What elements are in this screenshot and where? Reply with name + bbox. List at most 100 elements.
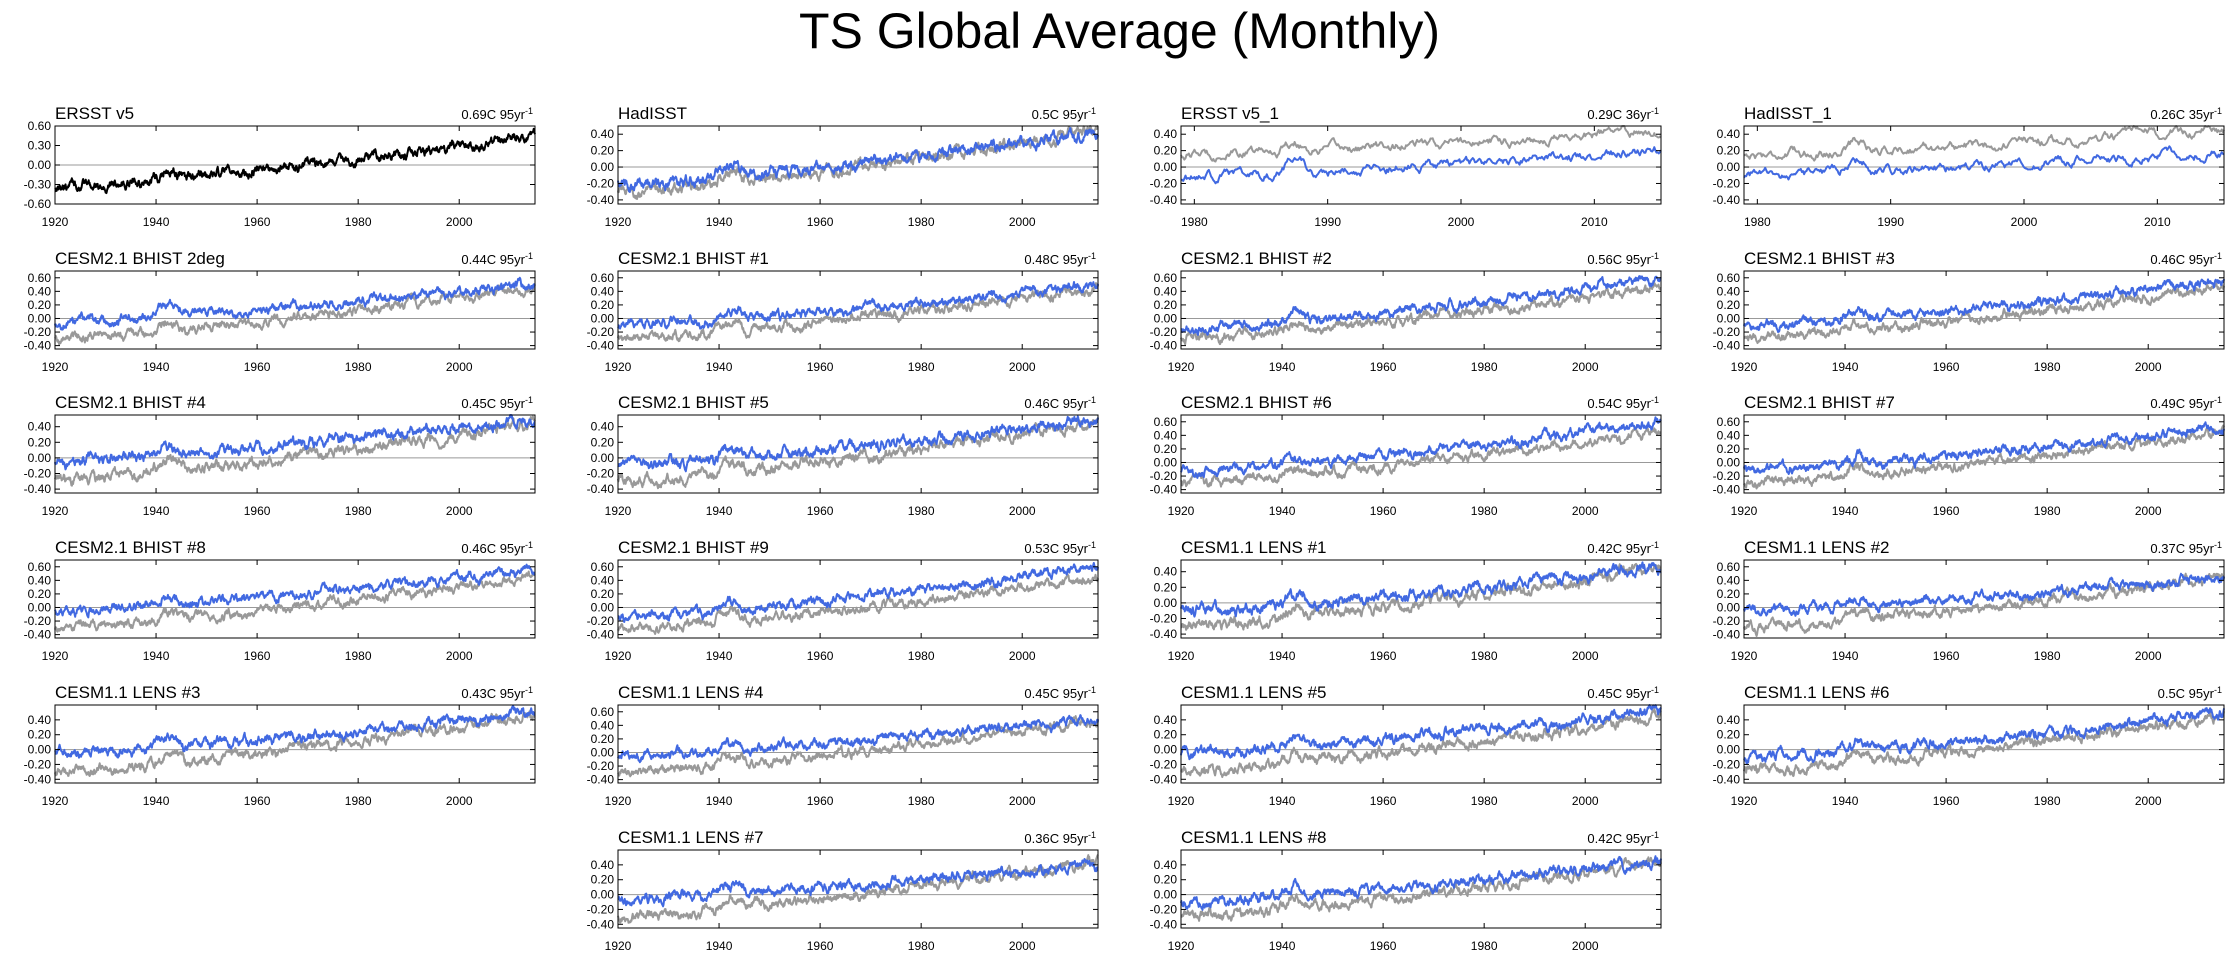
series-line (1743, 282, 2225, 345)
x-tick-label: 1940 (143, 794, 170, 808)
panel-8: CESM2.1 BHIST #3 0.46C 95yr-1 0.600.400.20… (1713, 249, 2225, 374)
y-tick-label: -0.40 (1150, 772, 1178, 786)
y-tick-label: -0.20 (587, 467, 615, 481)
x-tick-label: 2000 (446, 504, 473, 518)
panel-title: CESM2.1 BHIST 2deg (55, 249, 225, 268)
x-tick-label: 1960 (1370, 794, 1397, 808)
y-tick-label: 0.20 (591, 144, 615, 158)
series-line (1743, 424, 2225, 490)
x-tick-label: 1940 (706, 215, 733, 229)
plot-frame (1743, 559, 2225, 639)
series-line (1743, 711, 2225, 778)
y-tick-label: 0.00 (591, 160, 615, 174)
x-tick-label: 1990 (1314, 215, 1341, 229)
x-tick-label: 1980 (908, 215, 935, 229)
x-tick-label: 2000 (446, 649, 473, 663)
trend-label: 0.5C 95yr-1 (1032, 106, 1096, 122)
panel-20: CESM1.1 LENS #6 0.5C 95yr-10.400.200.00-0… (1713, 683, 2225, 808)
trend-label: 0.48C 95yr-1 (1024, 251, 1096, 267)
y-tick-label: -0.40 (24, 772, 52, 786)
x-tick-label: 1980 (1471, 939, 1498, 953)
x-tick-label: 1920 (42, 794, 69, 808)
y-tick-label: 0.20 (591, 873, 615, 887)
x-tick-label: 1920 (1168, 504, 1195, 518)
series-line (1743, 572, 2225, 617)
series-line (1180, 708, 1662, 779)
panel-9: CESM2.1 BHIST #4 0.45C 95yr-1 0.400.20 0.00… (24, 393, 536, 518)
y-tick-label: 0.20 (1154, 298, 1178, 312)
x-tick-label: 1980 (2034, 360, 2061, 374)
series-line (617, 562, 1099, 623)
y-tick-label: -0.40 (1713, 628, 1741, 642)
trend-label: 0.29C 36yr-1 (1587, 106, 1659, 122)
y-tick-label: 0.20 (1717, 144, 1741, 158)
x-tick-label: 1940 (1269, 939, 1296, 953)
panel-title: CESM2.1 BHIST #9 (618, 538, 769, 557)
x-tick-label: 1980 (2034, 504, 2061, 518)
y-tick-label: -0.20 (587, 614, 615, 628)
y-tick-label: -0.20 (24, 467, 52, 481)
x-tick-label: 1980 (908, 360, 935, 374)
y-tick-label: -0.20 (1713, 614, 1741, 628)
x-tick-label: 1940 (143, 215, 170, 229)
y-tick-label: -0.40 (1150, 193, 1178, 207)
trend-label: 0.49C 95yr-1 (2150, 395, 2222, 411)
x-tick-label: 1920 (605, 360, 632, 374)
y-tick-label: -0.60 (24, 197, 52, 211)
y-tick-label: -0.40 (1713, 193, 1741, 207)
series-line (54, 284, 536, 346)
series-line (1180, 704, 1662, 761)
y-tick-label: -0.20 (1713, 757, 1741, 771)
x-tick-label: 1920 (605, 504, 632, 518)
y-tick-label: -0.40 (587, 773, 615, 787)
plot-frame (617, 270, 1099, 350)
y-tick-label: 0.40 (1717, 284, 1741, 298)
y-tick-label: -0.40 (1713, 339, 1741, 353)
series-line (617, 715, 1099, 778)
y-tick-label: 0.00 (1154, 160, 1178, 174)
y-tick-label: 0.00 (1154, 596, 1178, 610)
y-tick-label: 0.00 (1717, 455, 1741, 469)
series-line (54, 563, 536, 619)
x-tick-label: 2000 (2011, 215, 2038, 229)
plot-frame (54, 270, 536, 350)
panel-6: CESM2.1 BHIST #1 0.48C 95yr-1 0.600.400.20… (587, 249, 1099, 374)
x-tick-label: 2000 (1572, 649, 1599, 663)
x-tick-label: 1940 (1832, 504, 1859, 518)
panel-title: ERSST v5 (55, 104, 134, 123)
y-tick-label: -0.20 (1150, 757, 1178, 771)
trend-label: 0.36C 95yr-1 (1024, 830, 1096, 846)
x-tick-label: 1980 (2034, 649, 2061, 663)
plot-frame (1743, 414, 2225, 494)
y-tick-label: 0.00 (1154, 455, 1178, 469)
y-tick-label: 0.60 (1717, 415, 1741, 429)
x-tick-label: 2000 (446, 794, 473, 808)
y-tick-label: 0.40 (591, 284, 615, 298)
series-line (617, 854, 1099, 924)
trend-label: 0.54C 95yr-1 (1587, 395, 1659, 411)
x-tick-label: 1920 (1168, 939, 1195, 953)
x-tick-label: 2000 (1009, 939, 1036, 953)
panel-title: CESM2.1 BHIST #1 (618, 249, 769, 268)
y-tick-label: -0.40 (587, 628, 615, 642)
x-tick-label: 1920 (1168, 649, 1195, 663)
series-line (54, 570, 536, 633)
panel-22: CESM1.1 LENS #8 0.42C 95yr-10.400.200.00-… (1150, 828, 1662, 953)
x-tick-label: 2000 (1572, 360, 1599, 374)
x-tick-label: 2000 (2135, 504, 2162, 518)
panel-16: CESM1.1 LENS #2 0.37C 95yr-1 0.600.400.200… (1713, 538, 2225, 663)
series-line (54, 127, 536, 195)
plot-frame (617, 125, 1099, 205)
y-tick-label: 0.20 (591, 298, 615, 312)
y-tick-label: 0.60 (28, 560, 52, 574)
x-tick-label: 1980 (1471, 504, 1498, 518)
panel-13: CESM2.1 BHIST #8 0.46C 95yr-1 0.600.400.20… (24, 538, 536, 663)
plot-frame (1180, 414, 1662, 494)
plot-frame (1180, 704, 1662, 784)
series-line (1743, 125, 2225, 162)
x-tick-label: 2010 (1581, 215, 1608, 229)
x-tick-label: 1940 (706, 504, 733, 518)
y-tick-label: 0.00 (28, 451, 52, 465)
series-line (1180, 856, 1662, 922)
series-line (1180, 282, 1662, 346)
